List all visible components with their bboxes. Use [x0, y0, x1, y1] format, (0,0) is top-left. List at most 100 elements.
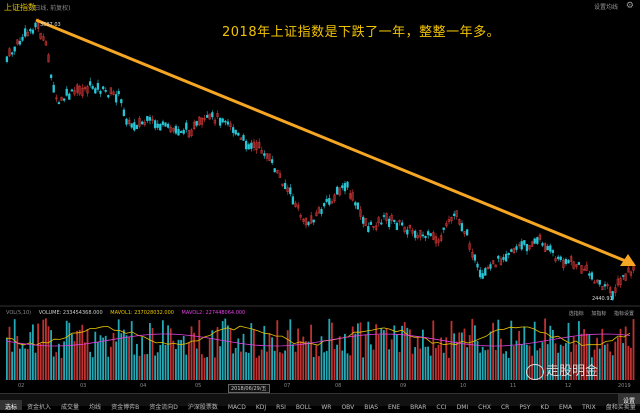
indicator-tab[interactable]: 资金流向D — [149, 404, 178, 411]
candle-body — [55, 97, 58, 100]
candle-body — [507, 253, 510, 255]
candle-body — [359, 209, 362, 217]
candle-body — [78, 86, 81, 95]
indicator-tab[interactable]: 资金博弈B — [111, 404, 140, 411]
indicator-tab[interactable]: OBV — [341, 404, 355, 411]
volume-bar — [567, 322, 570, 380]
volume-bar — [284, 350, 286, 380]
candle-body — [13, 46, 16, 52]
candle-body — [364, 218, 367, 227]
candle-body — [299, 214, 302, 218]
volume-bar — [32, 324, 34, 380]
volume-bar — [565, 343, 567, 380]
indicator-tab[interactable]: DMI — [456, 404, 469, 411]
indicator-tab[interactable]: CHX — [478, 404, 491, 411]
volume-bar — [73, 341, 76, 380]
x-tick: 04 — [140, 383, 147, 389]
volume-bar — [349, 355, 351, 380]
volume-bar — [232, 353, 234, 380]
candle-body — [502, 257, 505, 260]
volume-bar — [13, 319, 16, 380]
ma-settings-button[interactable]: 设置均线 — [593, 4, 618, 11]
gear-icon[interactable]: ⚙ — [625, 1, 634, 11]
volume-bar — [71, 333, 73, 380]
volume-bar — [549, 325, 552, 380]
volume-bar — [622, 343, 624, 380]
volume-bar — [383, 330, 385, 380]
x-tick: 08 — [335, 383, 342, 389]
candle-body — [478, 269, 482, 278]
candle-body — [486, 267, 490, 269]
candle-body — [424, 235, 427, 238]
indicator-tab[interactable]: BIAS — [364, 404, 379, 411]
candle-body — [268, 153, 271, 161]
volume-bar — [375, 324, 377, 380]
candle-body — [442, 227, 445, 230]
indicator-tab[interactable]: PSY — [519, 404, 531, 411]
candle-body — [21, 36, 24, 41]
candle-body — [611, 291, 614, 300]
candle-body — [135, 125, 139, 129]
volume-bar — [362, 357, 364, 380]
volume-bar — [110, 346, 112, 380]
candle-body — [273, 168, 276, 173]
candle-body — [333, 194, 336, 202]
candle-body — [125, 118, 128, 125]
volume-bar — [224, 318, 227, 380]
chart-subtitle: (日线, 前复权) — [32, 5, 71, 12]
volume-bar — [86, 329, 89, 380]
volume-bar — [346, 353, 349, 380]
indicator-tab[interactable]: RSI — [276, 404, 286, 411]
volume-bar — [42, 319, 45, 380]
candle-body — [361, 216, 365, 224]
candle-body — [104, 90, 107, 92]
candle-body — [580, 265, 583, 274]
candle-body — [520, 241, 523, 250]
indicator-tab[interactable]: MACD — [227, 404, 246, 411]
volume-bar — [630, 347, 632, 380]
volume-bar — [526, 344, 528, 380]
indicator-tab[interactable]: 成交量 — [61, 404, 80, 411]
volume-bar — [627, 345, 630, 380]
indicator-tab[interactable]: 均线 — [89, 404, 102, 411]
indicator-tab[interactable]: 选标 — [0, 400, 23, 411]
indicator-tab[interactable]: TRIX — [582, 404, 596, 411]
candle-body — [286, 187, 289, 192]
vol-legend-volume: VOLUME: 233454368.000 — [38, 310, 103, 316]
indicator-tab[interactable]: WR — [321, 404, 332, 411]
select-indicator-button[interactable]: 选指标 — [568, 311, 584, 317]
volume-bar — [539, 348, 541, 380]
volume-bar — [97, 342, 99, 380]
indicator-tab[interactable]: KDJ — [255, 404, 267, 411]
indicator-tab[interactable]: 资金扒入 — [27, 404, 52, 411]
candle-body — [281, 183, 284, 186]
candle-body — [426, 231, 430, 236]
indicator-tab[interactable]: ENE — [388, 404, 401, 411]
volume-bar — [154, 355, 156, 380]
indicator-tab[interactable]: CCI — [436, 404, 447, 411]
candle-body — [226, 121, 230, 125]
indicator-tab[interactable]: KD — [540, 404, 549, 411]
indicator-tab[interactable]: EMA — [558, 404, 573, 411]
candle-body — [221, 118, 224, 123]
candle-body — [590, 272, 594, 280]
indicator-tab[interactable]: BRAR — [410, 404, 427, 411]
volume-bar — [585, 333, 588, 380]
indicator-tab[interactable]: CR — [500, 404, 510, 411]
volume-bar — [598, 348, 601, 380]
volume-bar — [6, 337, 8, 380]
candle-body — [543, 243, 547, 252]
indicator-tab[interactable]: 沪深股票数 — [187, 404, 218, 411]
add-indicator-button[interactable]: 加指标 — [591, 311, 607, 317]
volume-bar — [505, 351, 507, 380]
volume-bar — [331, 322, 333, 380]
volume-bar — [214, 357, 216, 380]
indicator-settings-button[interactable]: 指标设置 — [613, 311, 634, 317]
settings-tab[interactable]: 设置 — [617, 394, 640, 405]
candle-body — [62, 98, 66, 101]
volume-bar — [601, 328, 604, 380]
indicator-tab[interactable]: BOLL — [295, 404, 312, 411]
volume-bar — [328, 318, 331, 380]
candle-body — [260, 150, 263, 154]
